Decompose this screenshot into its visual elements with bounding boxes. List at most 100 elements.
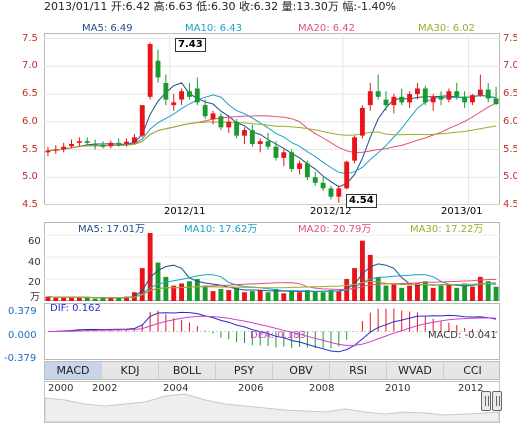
volume-bar bbox=[320, 292, 326, 301]
volume-bar bbox=[336, 291, 342, 301]
candle bbox=[147, 42, 153, 100]
candle bbox=[218, 113, 224, 131]
tab-cci[interactable]: CCI bbox=[463, 364, 482, 377]
candle bbox=[328, 185, 334, 200]
candle bbox=[179, 88, 185, 106]
volume-bar bbox=[470, 286, 475, 301]
volume-bar bbox=[446, 284, 452, 301]
candle bbox=[61, 142, 67, 153]
ma10-label: MA10: 6.43 bbox=[185, 23, 243, 34]
volume-bar bbox=[45, 296, 51, 301]
low-price-label: 4.54 bbox=[346, 194, 377, 208]
tab-wvad[interactable]: WVAD bbox=[387, 362, 444, 379]
volume-chart[interactable] bbox=[44, 222, 500, 301]
volume-bar bbox=[359, 240, 365, 301]
volume-ma30-line bbox=[47, 280, 497, 299]
volume-panel[interactable] bbox=[44, 222, 500, 301]
ma30-line bbox=[47, 121, 497, 152]
tab-kdj[interactable]: KDJ bbox=[102, 362, 159, 379]
candle bbox=[202, 99, 208, 119]
candle bbox=[257, 138, 263, 153]
volume-bar bbox=[139, 268, 145, 301]
timeline-year-2010: 2010 bbox=[385, 383, 411, 394]
volume-bar bbox=[438, 285, 444, 301]
ma5-label: MA5: 6.49 bbox=[82, 23, 133, 34]
volume-ma5-label: MA5: 17.01万 bbox=[78, 224, 146, 235]
candle bbox=[297, 160, 302, 175]
volume-bar bbox=[367, 254, 373, 301]
volume-axis-20: 20 bbox=[28, 277, 41, 288]
candle bbox=[84, 137, 90, 146]
volume-bar bbox=[163, 276, 169, 301]
volume-bar bbox=[53, 297, 59, 301]
candle bbox=[100, 141, 106, 149]
price-axis-r-tick: 6.5 bbox=[503, 88, 517, 100]
candle bbox=[249, 124, 255, 147]
candle bbox=[407, 91, 413, 108]
timeline-year-2006: 2006 bbox=[238, 383, 264, 394]
macd-chart[interactable] bbox=[44, 303, 500, 360]
volume-bar bbox=[493, 286, 499, 301]
volume-bar bbox=[187, 281, 192, 301]
candle bbox=[289, 149, 295, 172]
candle bbox=[470, 94, 475, 106]
volume-bar bbox=[76, 297, 82, 301]
volume-ma10-label: MA10: 17.62万 bbox=[184, 224, 258, 235]
candle bbox=[92, 139, 98, 150]
timeline-navigator[interactable] bbox=[44, 381, 500, 423]
candle bbox=[477, 74, 483, 97]
volume-bar bbox=[202, 285, 208, 301]
timeline-handle-right[interactable] bbox=[492, 391, 502, 411]
price-axis-l-tick: 5.5 bbox=[22, 143, 38, 155]
volume-ma20-label: MA20: 20.79万 bbox=[298, 224, 372, 235]
candle bbox=[359, 105, 365, 139]
candle bbox=[430, 94, 436, 111]
volume-bar bbox=[375, 276, 381, 301]
volume-bar bbox=[108, 297, 114, 301]
candle bbox=[399, 88, 405, 106]
volume-bar bbox=[407, 285, 413, 301]
candle bbox=[375, 74, 381, 100]
volume-bar bbox=[210, 291, 216, 301]
volume-ma5-line bbox=[47, 263, 497, 299]
tab-rsi[interactable]: RSI bbox=[330, 362, 387, 379]
date-label-nov: 2012/11 bbox=[164, 206, 206, 217]
tab-psy[interactable]: PSY bbox=[216, 362, 273, 379]
indicator-tabs: MACD KDJ BOLL PSY OBV RSI WVAD CCI bbox=[44, 361, 500, 380]
tab-obv[interactable]: OBV bbox=[273, 362, 330, 379]
candle bbox=[171, 94, 177, 111]
volume-bar bbox=[281, 293, 287, 301]
volume-bar bbox=[454, 287, 460, 301]
tab-boll[interactable]: BOLL bbox=[159, 362, 216, 379]
candle bbox=[367, 82, 373, 111]
timeline-handle-left[interactable] bbox=[481, 391, 491, 411]
volume-bar bbox=[391, 283, 397, 301]
tab-macd[interactable]: MACD bbox=[45, 362, 102, 379]
candlestick-chart[interactable] bbox=[44, 33, 500, 205]
volume-bar bbox=[116, 297, 122, 301]
volume-bar bbox=[415, 283, 420, 301]
quote-summary: 2013/01/11 开:6.42 高:6.63 低:6.30 收:6.32 量… bbox=[44, 0, 396, 13]
volume-bar bbox=[477, 276, 483, 301]
candle bbox=[493, 86, 499, 106]
volume-bar bbox=[92, 298, 98, 301]
ma5-line bbox=[47, 82, 497, 188]
volume-bar bbox=[399, 287, 405, 301]
candle bbox=[454, 82, 460, 100]
date-label-dec: 2012/12 bbox=[310, 206, 352, 217]
price-axis-l-tick: 4.5 bbox=[22, 199, 38, 210]
macd-dea-label: DEA: 0.183 bbox=[250, 330, 306, 341]
candle bbox=[462, 91, 468, 108]
price-axis-r-tick: 4.5 bbox=[503, 199, 517, 210]
macd-dea-line bbox=[47, 315, 497, 346]
volume-ma20-line bbox=[47, 278, 497, 299]
ma20-label: MA20: 6.42 bbox=[298, 23, 356, 34]
candle bbox=[139, 105, 145, 138]
candle bbox=[187, 82, 192, 100]
macd-axis-top: 0.379 bbox=[8, 306, 37, 317]
candle bbox=[76, 137, 82, 147]
candle bbox=[320, 177, 326, 192]
volume-bar bbox=[289, 291, 295, 301]
timeline-year-2002: 2002 bbox=[92, 383, 118, 394]
volume-bar bbox=[485, 281, 491, 301]
